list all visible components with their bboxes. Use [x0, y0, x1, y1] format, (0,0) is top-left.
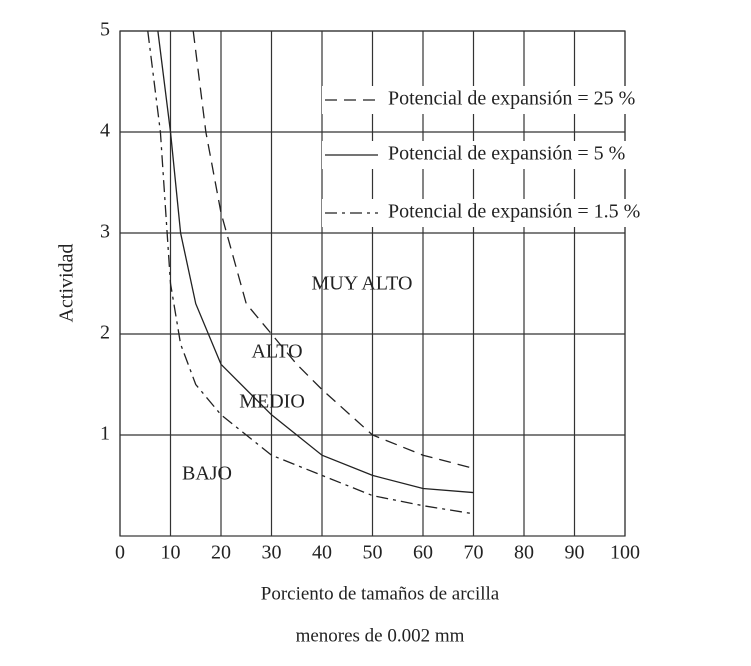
y-tick-label: 3	[100, 221, 110, 243]
x-tick-label: 40	[312, 542, 332, 564]
x-tick-label: 90	[565, 542, 585, 564]
x-tick-label: 10	[161, 542, 181, 564]
legend-bg	[322, 199, 700, 227]
y-tick-label: 5	[100, 19, 110, 41]
legend-label: Potencial de expansión = 5 %	[388, 143, 625, 165]
x-tick-label: 30	[262, 542, 282, 564]
series-line	[147, 30, 474, 515]
x-tick-label: 50	[363, 542, 383, 564]
x-tick-label: 60	[413, 542, 433, 564]
x-axis-label: Porciento de tamaños de arcilla	[261, 583, 500, 604]
region-label: BAJO	[182, 463, 232, 485]
x-tick-label: 20	[211, 542, 231, 564]
region-label: ALTO	[251, 341, 302, 363]
region-label: MUY ALTO	[312, 273, 413, 295]
y-tick-label: 2	[100, 322, 110, 344]
x-tick-label: 80	[514, 542, 534, 564]
x-axis-label: menores de 0.002 mm	[296, 625, 465, 646]
region-label: MEDIO	[239, 391, 305, 413]
y-tick-label: 1	[100, 423, 110, 445]
y-tick-label: 4	[100, 120, 110, 142]
legend-bg	[322, 86, 700, 114]
series-line	[192, 30, 474, 469]
x-tick-label: 100	[610, 542, 640, 564]
x-tick-label: 70	[464, 542, 484, 564]
y-axis-label: Actividad	[56, 244, 78, 323]
x-tick-label: 0	[115, 542, 125, 564]
series-line	[157, 30, 474, 494]
legend-label: Potencial de expansión = 1.5 %	[388, 201, 640, 223]
legend-bg	[322, 141, 700, 169]
legend-label: Potencial de expansión = 25 %	[388, 88, 635, 110]
